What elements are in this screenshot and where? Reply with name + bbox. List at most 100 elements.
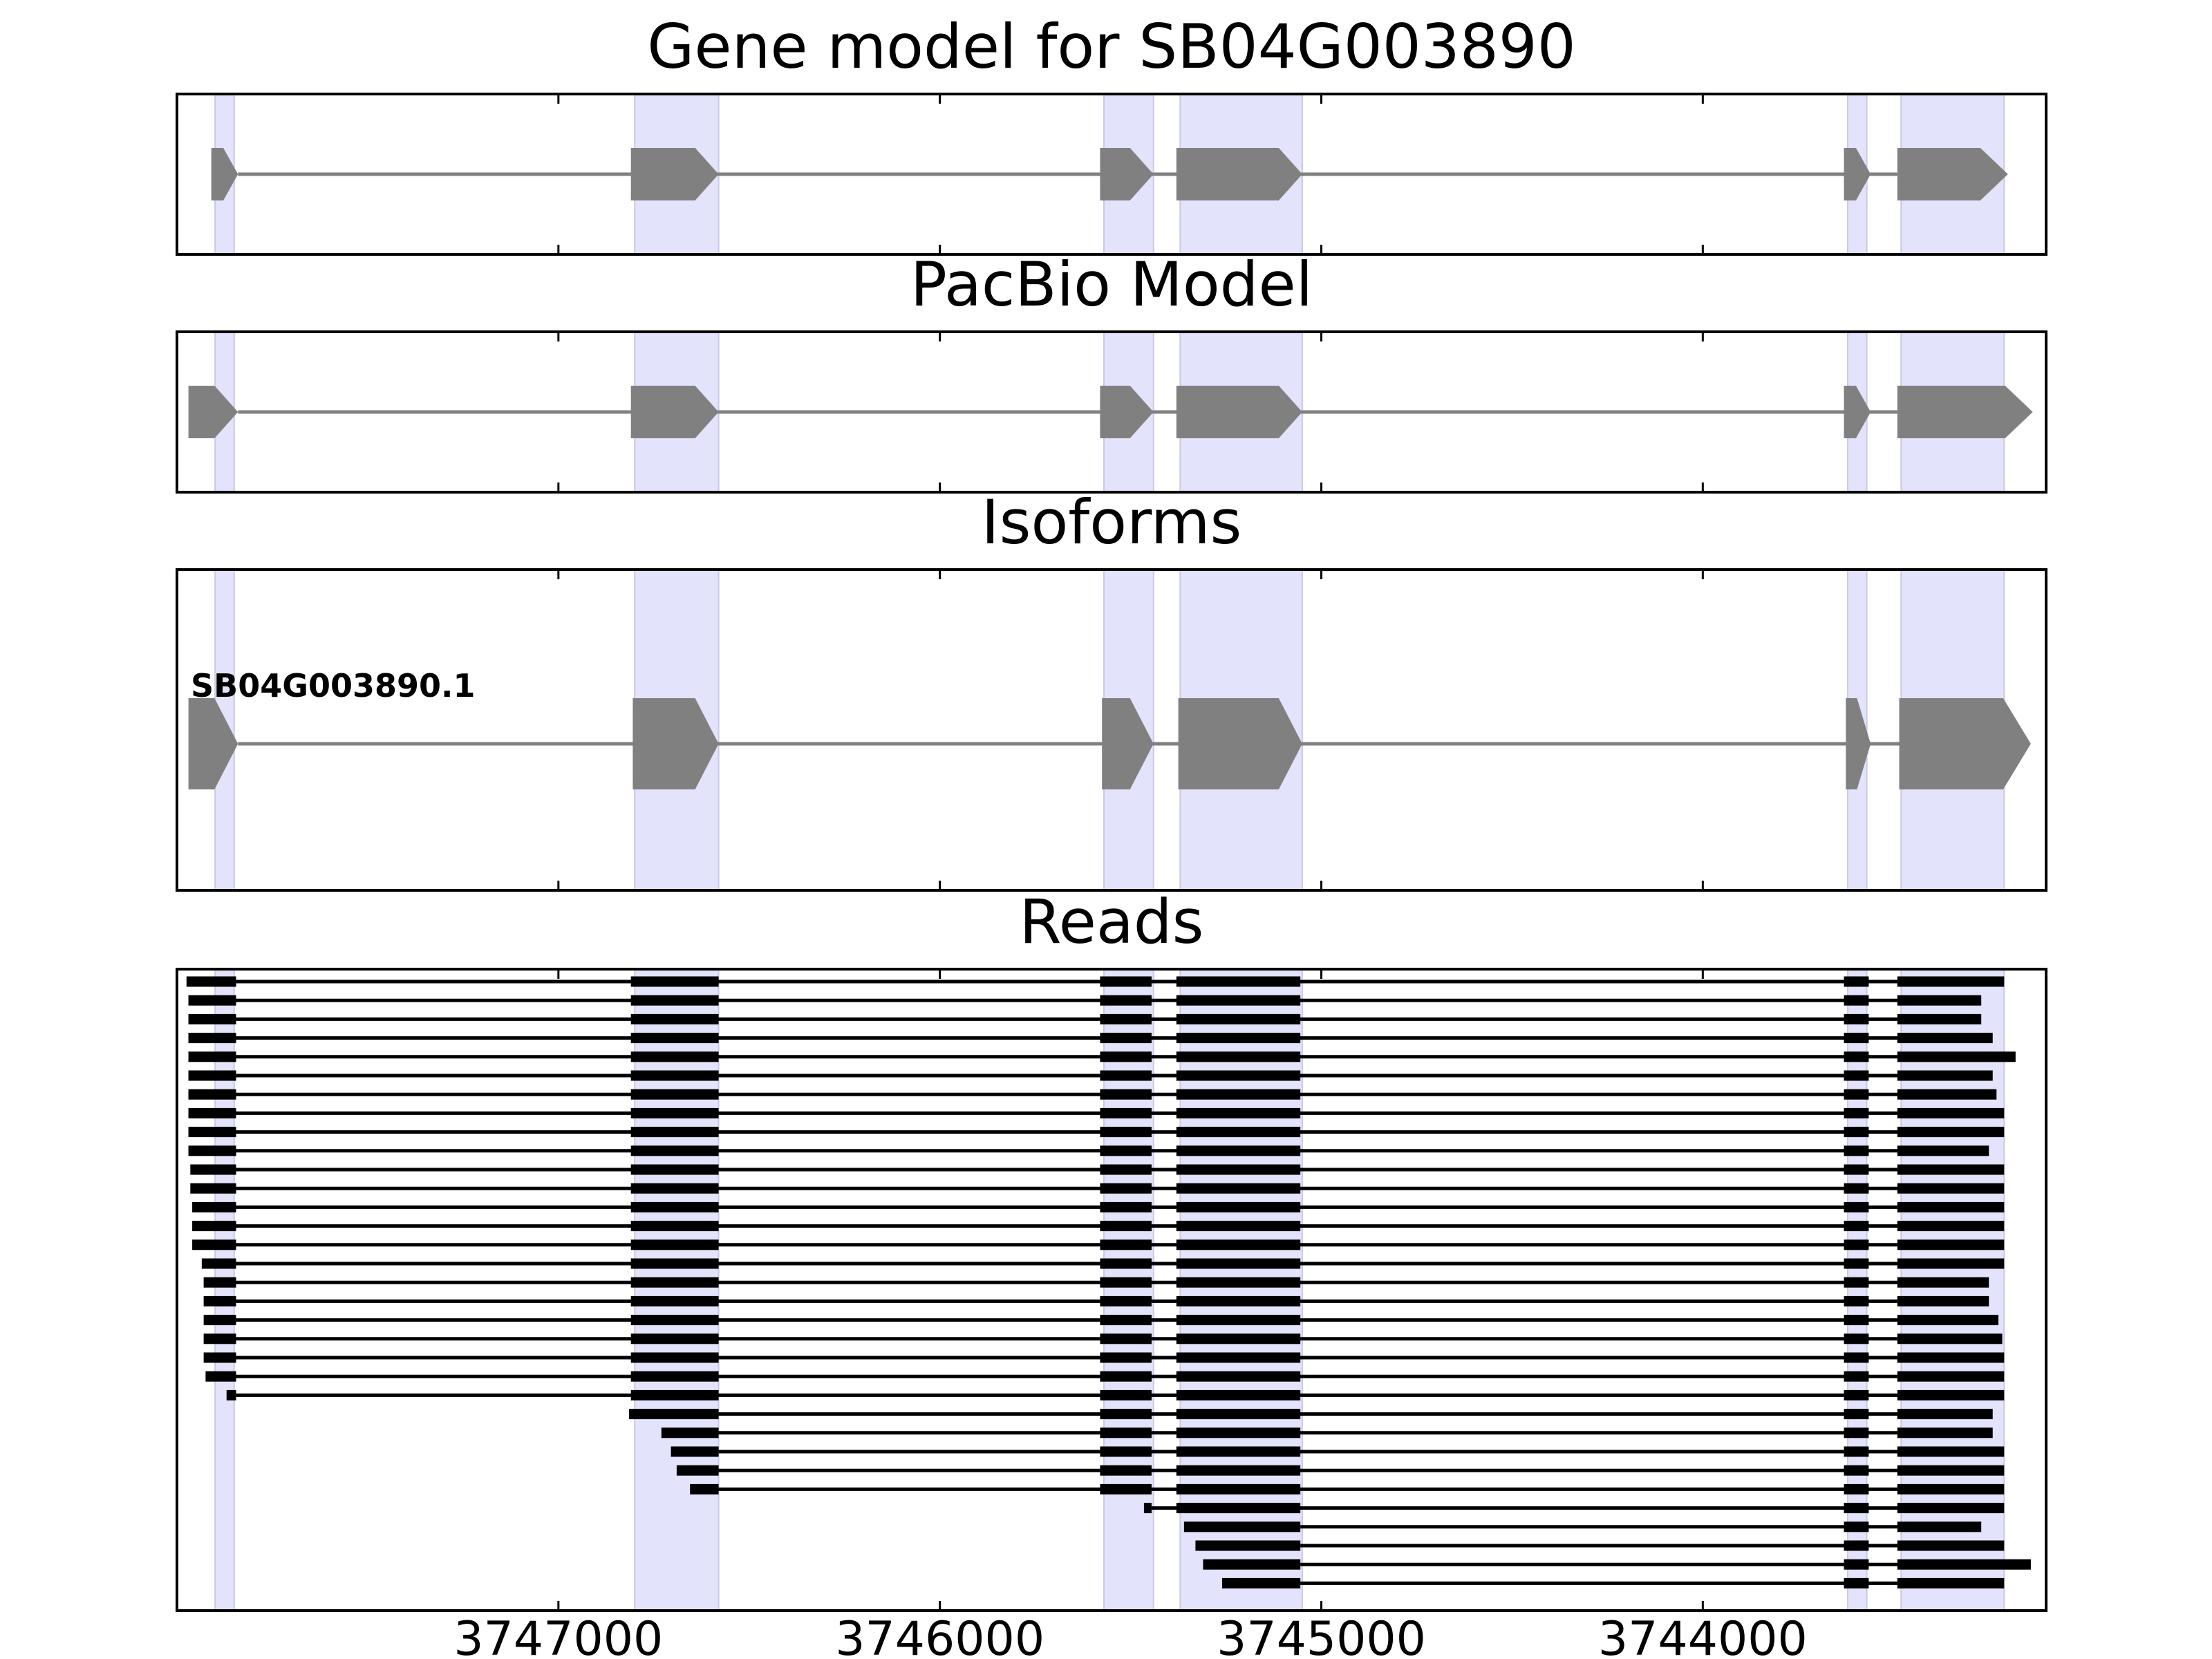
read-exon bbox=[1195, 1540, 1301, 1551]
read-exon bbox=[1897, 1201, 2005, 1212]
exon-arrow bbox=[1176, 386, 1302, 438]
read-exon bbox=[1100, 1427, 1152, 1438]
read-exon bbox=[1176, 1127, 1301, 1138]
read-exon bbox=[630, 1371, 719, 1382]
read-exon bbox=[1844, 1315, 1869, 1326]
read-exon bbox=[1844, 1145, 1869, 1156]
read-exon bbox=[1897, 1521, 1982, 1533]
read-exon bbox=[1176, 1277, 1301, 1288]
read-exon bbox=[1897, 1389, 2005, 1400]
read-exon bbox=[630, 1107, 719, 1118]
read-exon bbox=[1897, 1333, 2003, 1344]
read-exon bbox=[1100, 1333, 1152, 1344]
read-exon bbox=[1844, 1013, 1869, 1024]
read-exon bbox=[1844, 1446, 1869, 1457]
read-exon bbox=[1176, 1503, 1301, 1514]
reads-panel: Reads bbox=[176, 886, 2047, 1612]
read-exon bbox=[1897, 1503, 2005, 1514]
read-exon bbox=[1222, 1577, 1301, 1588]
read-exon bbox=[1176, 1409, 1301, 1420]
read-exon bbox=[630, 1221, 719, 1232]
read-exon bbox=[630, 1352, 719, 1363]
read-exon bbox=[1100, 1352, 1152, 1363]
read-exon bbox=[1176, 1033, 1301, 1044]
read-exon bbox=[1100, 1164, 1152, 1175]
read-exon bbox=[1176, 1483, 1301, 1494]
read-exon bbox=[1844, 1258, 1869, 1269]
read-exon bbox=[1897, 1540, 2005, 1551]
read-exon bbox=[630, 1013, 719, 1024]
exon-arrow bbox=[1176, 148, 1302, 200]
read-exon bbox=[188, 1145, 236, 1156]
read-exon bbox=[630, 976, 719, 987]
exon-arrow bbox=[1844, 386, 1871, 438]
read-exon bbox=[203, 1352, 236, 1363]
panel-frame bbox=[176, 330, 2047, 494]
read-exon bbox=[1844, 1051, 1869, 1062]
read-exon bbox=[1100, 1201, 1152, 1212]
isoforms-title: Isoforms bbox=[982, 487, 1242, 558]
read-exon bbox=[1844, 1521, 1869, 1533]
read-exon bbox=[1100, 1315, 1152, 1326]
read-exon bbox=[1897, 1427, 1993, 1438]
x-tick-label: 3745000 bbox=[1217, 1612, 1426, 1659]
read-exon bbox=[1100, 1295, 1152, 1306]
read-exon bbox=[1176, 1145, 1301, 1156]
read-exon bbox=[1844, 1503, 1869, 1514]
read-exon bbox=[1844, 1107, 1869, 1118]
read-exon bbox=[1176, 1333, 1301, 1344]
read-exon bbox=[1100, 1013, 1152, 1024]
read-exon bbox=[1100, 1070, 1152, 1081]
reads-title: Reads bbox=[1020, 886, 1204, 957]
read-exon bbox=[1897, 1559, 2031, 1570]
read-exon bbox=[1100, 995, 1152, 1006]
read-exon bbox=[1176, 1371, 1301, 1382]
read-exon bbox=[1897, 1465, 2005, 1476]
read-exon bbox=[1176, 1201, 1301, 1212]
read-exon bbox=[630, 1051, 719, 1062]
read-exon bbox=[1897, 1183, 2005, 1194]
read-exon bbox=[188, 1033, 236, 1044]
read-exon bbox=[1100, 1221, 1152, 1232]
read-exon bbox=[1844, 1409, 1869, 1420]
read-exon bbox=[192, 1201, 236, 1212]
gene-model-panel: Gene model for SB04G003890 bbox=[176, 11, 2047, 256]
read-exon bbox=[1100, 1239, 1152, 1250]
read-exon bbox=[1176, 1107, 1301, 1118]
read-exon bbox=[1176, 1013, 1301, 1024]
isoform-label: SB04G003890.1 bbox=[191, 667, 475, 704]
read-exon bbox=[1844, 1201, 1869, 1212]
read-exon bbox=[1176, 1164, 1301, 1175]
read-exon bbox=[1100, 1483, 1152, 1494]
read-exon bbox=[630, 1183, 719, 1194]
read-exon bbox=[203, 1295, 236, 1306]
exon-arrow bbox=[1100, 148, 1154, 200]
read-exon bbox=[690, 1483, 719, 1494]
read-exon bbox=[1897, 1145, 1989, 1156]
read-exon bbox=[1844, 1333, 1869, 1344]
read-exon bbox=[630, 1201, 719, 1212]
read-exon bbox=[1844, 1540, 1869, 1551]
read-exon bbox=[192, 1221, 236, 1232]
read-exon bbox=[630, 1239, 719, 1250]
read-exon bbox=[630, 1033, 719, 1044]
exon-arrow bbox=[1178, 698, 1302, 789]
read-exon bbox=[1897, 1315, 1999, 1326]
read-exon bbox=[1176, 1089, 1301, 1100]
read-exon bbox=[1897, 1127, 2005, 1138]
exon-arrow bbox=[632, 698, 719, 789]
highlight-region bbox=[214, 968, 235, 1611]
read-exon bbox=[1897, 1051, 2016, 1062]
read-exon bbox=[1844, 1033, 1869, 1044]
read-exon bbox=[188, 995, 236, 1006]
read-exon bbox=[630, 1277, 719, 1288]
read-exon bbox=[1176, 976, 1301, 987]
read-exon bbox=[1844, 976, 1869, 987]
highlight-region bbox=[1179, 968, 1303, 1611]
read-exon bbox=[1897, 1033, 1993, 1044]
pacbio-model-title: PacBio Model bbox=[910, 249, 1313, 320]
read-exon bbox=[1844, 1371, 1869, 1382]
read-exon bbox=[1183, 1521, 1301, 1533]
read-exon bbox=[1176, 1295, 1301, 1306]
